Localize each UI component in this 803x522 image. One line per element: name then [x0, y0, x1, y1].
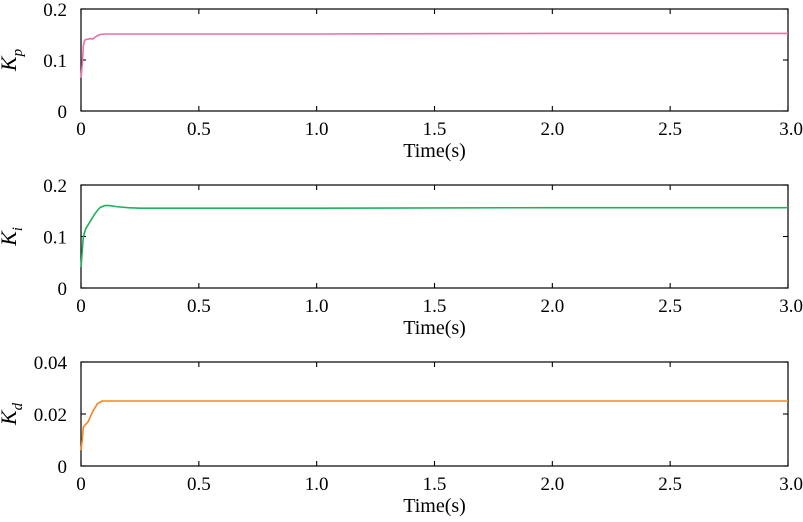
y-tick-label: 0: [58, 457, 68, 478]
y-axis-label-base: K: [0, 55, 21, 72]
x-axis-label: Time(s): [403, 495, 466, 517]
x-tick-label: 1.0: [305, 474, 329, 495]
series-line-3: [80, 400, 788, 451]
y-axis-label-subscript: p: [10, 48, 26, 57]
x-axis-label: Time(s): [403, 317, 466, 339]
x-tick-label: 2.5: [658, 474, 682, 495]
y-tick-label: 0.1: [43, 228, 67, 249]
y-tick-label: 0.04: [34, 353, 68, 374]
y-axis-label-base: K: [0, 409, 21, 426]
x-tick-label: 2.0: [540, 474, 564, 495]
x-tick-label: 0.5: [187, 296, 211, 317]
x-axis-label: Time(s): [403, 140, 466, 162]
x-tick-label: 0: [76, 119, 86, 140]
y-axis-label: Kp: [0, 48, 26, 72]
y-axis-label-subscript: i: [10, 227, 26, 231]
x-tick-label: 2.5: [658, 119, 682, 140]
x-tick-label: 1.5: [423, 119, 447, 140]
y-axis-label-subscript: d: [10, 402, 26, 410]
x-tick-label: 3.0: [779, 296, 803, 317]
x-tick-label: 1.0: [305, 296, 329, 317]
chart-panel-3: 0 0.5 1.0 1.5 2.0 2.5 3.0 0 0.02 0.04 Time(s) Kd: [0, 353, 803, 517]
chart-panel-2: 0 0.5 1.0 1.5 2.0 2.5 3.0 0 0.1 0.2 Time(s) Ki: [0, 176, 803, 339]
plot-frame: [80, 361, 789, 467]
y-tick-label: 0: [58, 279, 68, 300]
y-tick-label: 0.2: [43, 176, 67, 197]
x-tick-label: 3.0: [779, 119, 803, 140]
series-line-1: [80, 32, 788, 78]
x-tick-label: 0.5: [187, 474, 211, 495]
x-tick-label: 1.5: [423, 474, 447, 495]
y-axis-label: Kd: [0, 402, 26, 426]
y-axis-label: Ki: [0, 227, 26, 247]
x-tick-label: 3.0: [779, 474, 803, 495]
x-tick-label: 1.0: [305, 119, 329, 140]
plot-frame: [80, 8, 789, 112]
x-tick-label: 1.5: [423, 296, 447, 317]
x-tick-label: 0.5: [187, 119, 211, 140]
y-tick-label: 0.02: [34, 405, 67, 426]
y-axis-label-base: K: [0, 230, 21, 247]
x-tick-label: 0: [76, 296, 86, 317]
y-tick-label: 0: [58, 102, 68, 123]
series-line-2: [80, 204, 788, 268]
chart-panel-1: 0 0.5 1.0 1.5 2.0 2.5 3.0 0 0.1 0.2 Time(s) Kp: [0, 0, 803, 162]
y-tick-label: 0.2: [43, 0, 67, 21]
x-tick-label: 0: [76, 474, 86, 495]
x-tick-label: 2.0: [540, 119, 564, 140]
plot-frame: [80, 184, 789, 289]
x-tick-label: 2.0: [540, 296, 564, 317]
x-tick-label: 2.5: [658, 296, 682, 317]
y-tick-label: 0.1: [43, 51, 67, 72]
